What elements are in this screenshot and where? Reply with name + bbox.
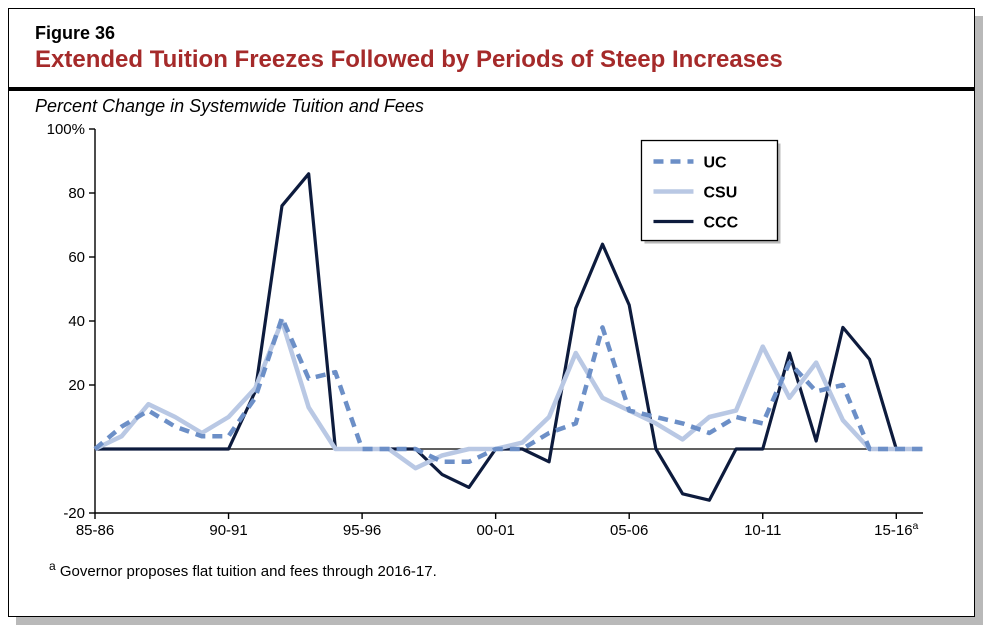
series-csu: [95, 321, 923, 468]
svg-text:00-01: 00-01: [476, 522, 514, 539]
svg-text:CCC: CCC: [703, 215, 738, 232]
footnote: a Governor proposes flat tuition and fee…: [49, 559, 948, 580]
title-rule: [9, 87, 974, 91]
figure-label: Figure 36: [35, 23, 948, 44]
figure-container: Figure 36 Extended Tuition Freezes Follo…: [8, 8, 983, 625]
svg-text:85-86: 85-86: [76, 522, 114, 539]
svg-text:10-11: 10-11: [744, 522, 781, 539]
svg-text:100%: 100%: [47, 123, 85, 138]
series-ccc: [95, 174, 923, 500]
svg-text:40: 40: [68, 313, 85, 330]
plot-area: -20 20 40 60 80 100% 85-86 90-91 95-96 00-01 05-06…: [35, 123, 945, 543]
line-chart: -20 20 40 60 80 100% 85-86 90-91 95-96 00-01 05-06…: [35, 123, 945, 543]
svg-text:-20: -20: [63, 505, 85, 522]
footnote-marker: a: [49, 559, 56, 573]
svg-text:05-06: 05-06: [610, 522, 648, 539]
svg-text:CSU: CSU: [703, 185, 737, 202]
svg-text:15-16a: 15-16a: [874, 520, 918, 539]
svg-text:UC: UC: [703, 155, 727, 172]
footnote-text: Governor proposes flat tuition and fees …: [60, 563, 437, 580]
figure-title: Extended Tuition Freezes Followed by Per…: [35, 46, 948, 74]
figure-subtitle: Percent Change in Systemwide Tuition and…: [35, 96, 948, 117]
svg-text:95-96: 95-96: [343, 522, 381, 539]
svg-text:90-91: 90-91: [209, 522, 247, 539]
figure-panel: Figure 36 Extended Tuition Freezes Follo…: [8, 8, 975, 617]
series-uc: [95, 318, 923, 462]
svg-text:80: 80: [68, 185, 85, 202]
svg-text:60: 60: [68, 249, 85, 266]
svg-text:20: 20: [68, 377, 85, 394]
